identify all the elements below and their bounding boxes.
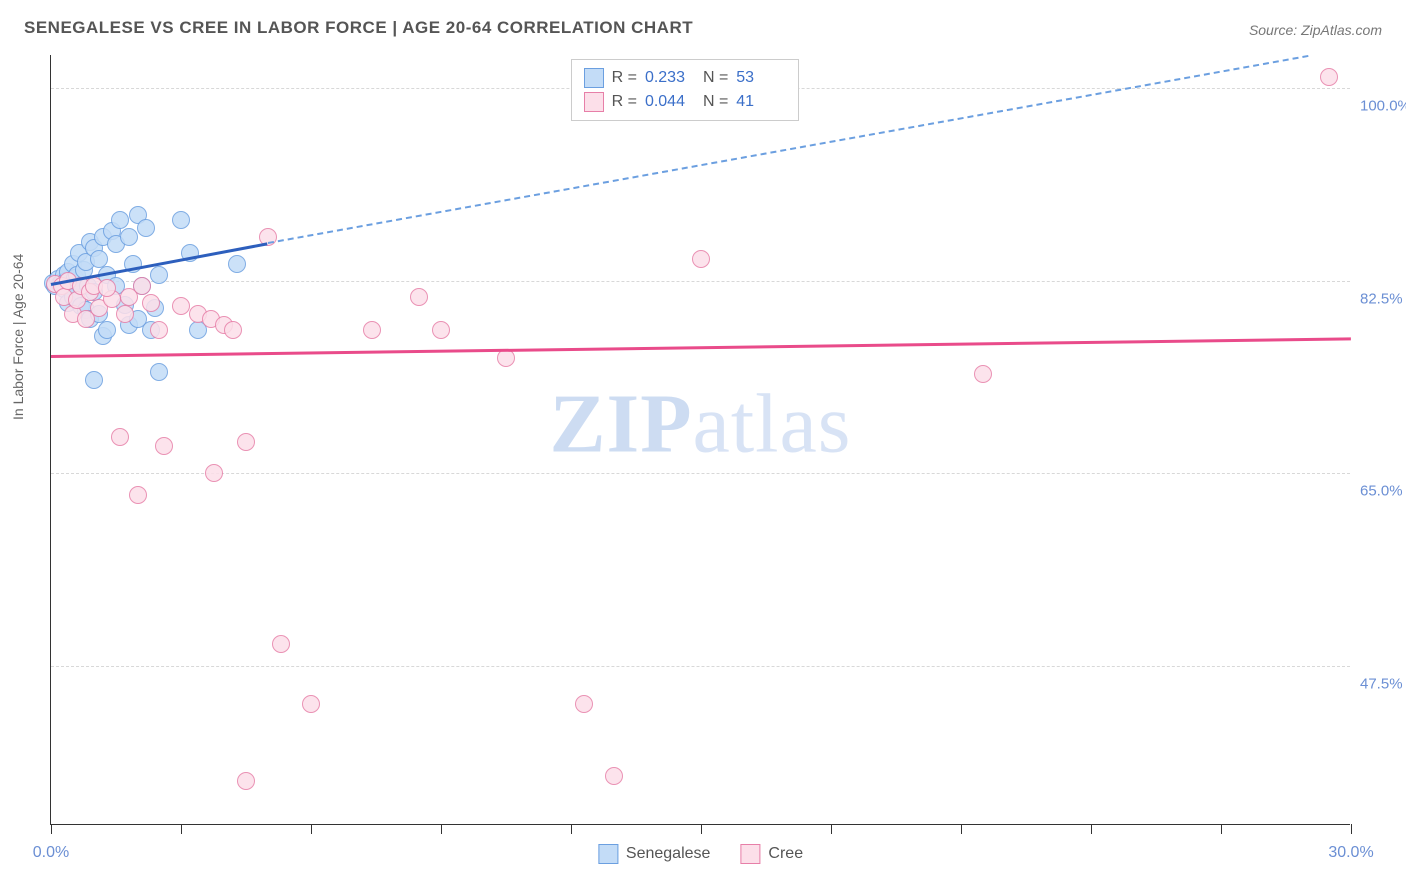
scatter-point	[129, 486, 147, 504]
scatter-point	[98, 321, 116, 339]
x-tick	[1091, 824, 1092, 834]
scatter-point	[410, 288, 428, 306]
y-tick-label: 65.0%	[1360, 483, 1406, 500]
legend-swatch	[584, 68, 604, 88]
scatter-point	[90, 250, 108, 268]
scatter-point	[272, 635, 290, 653]
scatter-point	[1320, 68, 1338, 86]
scatter-point	[605, 767, 623, 785]
scatter-point	[137, 219, 155, 237]
scatter-point	[98, 279, 116, 297]
scatter-point	[974, 365, 992, 383]
x-tick	[1351, 824, 1352, 834]
x-tick	[181, 824, 182, 834]
scatter-point	[150, 363, 168, 381]
scatter-point	[575, 695, 593, 713]
scatter-point	[111, 211, 129, 229]
scatter-point	[120, 228, 138, 246]
watermark-text-b: atlas	[693, 378, 852, 471]
x-tick	[831, 824, 832, 834]
scatter-point	[142, 294, 160, 312]
x-tick	[961, 824, 962, 834]
scatter-point	[224, 321, 242, 339]
stat-label: N =	[703, 69, 728, 87]
chart-title: SENEGALESE VS CREE IN LABOR FORCE | AGE …	[24, 18, 693, 38]
stat-label: R =	[612, 93, 637, 111]
gridline	[51, 281, 1350, 282]
x-tick	[701, 824, 702, 834]
series-legend: Senegalese Cree	[598, 844, 803, 864]
stat-r-value: 0.233	[645, 69, 695, 87]
stats-legend-row: R = 0.233 N = 53	[584, 66, 787, 90]
scatter-point	[172, 211, 190, 229]
stats-legend-row: R = 0.044 N = 41	[584, 90, 787, 114]
scatter-point	[172, 297, 190, 315]
plot-area: ZIPatlas 47.5%65.0%82.5%100.0%0.0%30.0%R…	[50, 55, 1350, 825]
scatter-point	[150, 266, 168, 284]
stat-r-value: 0.044	[645, 93, 695, 111]
scatter-point	[150, 321, 168, 339]
x-tick	[311, 824, 312, 834]
scatter-point	[85, 371, 103, 389]
x-tick	[51, 824, 52, 834]
scatter-point	[205, 464, 223, 482]
legend-swatch	[740, 844, 760, 864]
y-axis-label: In Labor Force | Age 20-64	[10, 254, 26, 420]
legend-swatch	[598, 844, 618, 864]
y-tick-label: 47.5%	[1360, 675, 1406, 692]
scatter-point	[111, 428, 129, 446]
scatter-point	[237, 433, 255, 451]
legend-label: Senegalese	[626, 845, 711, 863]
stats-legend: R = 0.233 N = 53 R = 0.044 N = 41	[571, 59, 800, 121]
stat-label: R =	[612, 69, 637, 87]
source-attribution: Source: ZipAtlas.com	[1249, 22, 1382, 38]
stat-n-value: 53	[736, 69, 786, 87]
scatter-point	[363, 321, 381, 339]
legend-swatch	[584, 92, 604, 112]
y-tick-label: 82.5%	[1360, 290, 1406, 307]
x-tick-label: 0.0%	[33, 844, 69, 862]
scatter-point	[228, 255, 246, 273]
scatter-point	[133, 277, 151, 295]
scatter-point	[116, 305, 134, 323]
stat-n-value: 41	[736, 93, 786, 111]
legend-label: Cree	[768, 845, 803, 863]
scatter-point	[692, 250, 710, 268]
gridline	[51, 666, 1350, 667]
x-tick	[571, 824, 572, 834]
x-tick	[1221, 824, 1222, 834]
scatter-point	[302, 695, 320, 713]
scatter-point	[432, 321, 450, 339]
x-tick	[441, 824, 442, 834]
gridline	[51, 473, 1350, 474]
y-tick-label: 100.0%	[1360, 98, 1406, 115]
scatter-point	[155, 437, 173, 455]
stat-label: N =	[703, 93, 728, 111]
scatter-point	[237, 772, 255, 790]
trend-line	[51, 338, 1351, 359]
legend-item: Senegalese	[598, 844, 711, 864]
x-tick-label: 30.0%	[1328, 844, 1373, 862]
legend-item: Cree	[740, 844, 803, 864]
watermark: ZIPatlas	[550, 376, 852, 473]
watermark-text-a: ZIP	[550, 378, 693, 471]
